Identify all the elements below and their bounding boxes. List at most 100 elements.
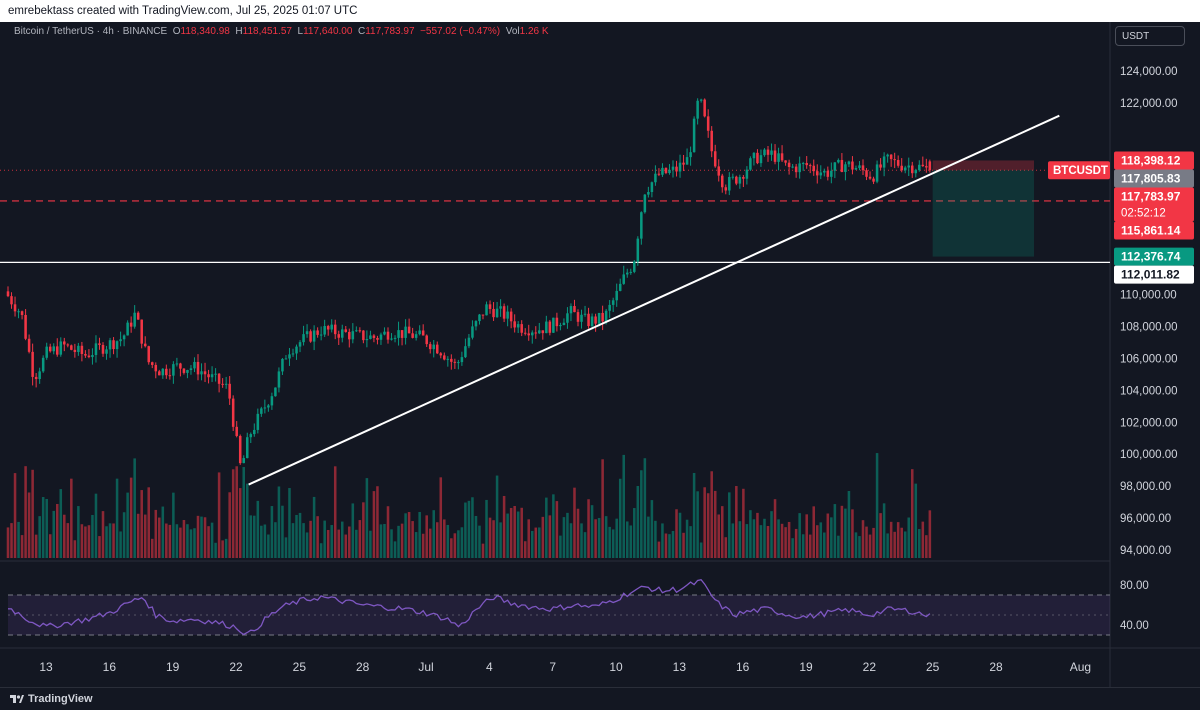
candle [242,455,246,464]
candle [590,313,594,330]
footer-brand[interactable]: TradingView [28,693,93,705]
price-label-box [1114,247,1194,266]
volume-bar [555,501,559,558]
price-axis: 124,000.00122,000.00114,000.00110,000.00… [1120,66,1178,632]
volume-bar [10,523,13,558]
candle-body [513,321,516,328]
volume-bar [566,512,569,558]
candle-body [925,166,928,168]
candle [70,344,73,351]
candle-body [545,321,548,334]
candle [309,329,312,343]
candle [305,324,309,338]
candle-body [471,326,474,338]
candle-body [566,313,569,323]
price-label: 117,805.83 [1114,169,1194,188]
volume-bar [780,523,784,558]
candle-body [168,375,172,377]
volume-bar [569,523,573,558]
time-tick-label: 4 [486,660,493,674]
candle [432,339,436,358]
volume-bar [362,502,365,558]
candle [872,176,875,185]
candle-body [302,334,305,343]
candle-body [573,306,576,313]
candle-body [780,153,784,161]
candle-body [298,342,302,347]
volume-bar [432,510,436,558]
candle [439,352,443,359]
volume-bar [309,520,312,558]
candle-body [678,162,682,172]
time-tick-label: 16 [103,660,117,674]
candle [316,327,319,338]
candle-body [38,371,41,380]
volume-bar [175,524,179,558]
candle [502,303,506,323]
candle-body [119,339,122,342]
volume-value: 1.26 K [519,26,549,37]
time-tick-label: 13 [673,660,687,674]
candle [506,305,509,327]
candle [333,319,337,340]
candle-body [833,162,837,171]
candle [921,156,925,167]
candle [854,165,858,170]
volume-bar [604,516,608,558]
candle-body [569,306,573,314]
time-tick-label: 16 [736,660,750,674]
volume-bar [689,526,692,558]
volume-bar [545,497,548,558]
price-tick-label: 100,000.00 [1120,449,1178,461]
volume-bar [664,533,668,558]
candle-body [435,344,439,354]
candle-body [840,159,844,172]
volume-bar [735,486,738,558]
chart-frame [0,22,1200,687]
volume-bar [696,491,699,558]
candle-body [235,426,238,436]
volume-bar [34,534,38,558]
candle-body [450,358,453,362]
time-tick-label: 10 [609,660,623,674]
volume-bar [435,522,439,558]
candle [523,328,527,336]
candle [168,368,172,380]
candle-body [823,170,826,173]
candle-body [126,322,129,336]
candle-body [576,312,580,322]
volume-bar [784,527,787,558]
candle-body [98,343,101,345]
currency-button[interactable]: USDT [1115,26,1185,46]
candle-body [288,354,291,359]
volume-bar [217,472,221,558]
volume-bar [326,530,330,558]
candle [492,302,495,321]
rsi-pane [7,578,1110,636]
candle-body [20,311,24,315]
volume-bar [439,477,443,558]
volume-bar [337,529,341,558]
symbol-tag-text: BTCUSDT [1053,165,1108,177]
candle-body [608,304,611,311]
candle [337,330,341,345]
volume-bar [478,525,481,558]
candle-body [664,167,668,174]
candle [235,421,238,438]
candle-body [805,163,808,166]
candle-body [527,333,531,336]
candle [358,327,362,333]
volume-bar [882,503,886,558]
volume-bar [847,490,851,558]
volume-bar [45,498,48,558]
volume-bar [298,512,302,558]
candle [918,160,921,172]
candle [453,358,457,369]
candle-body [59,341,63,355]
candle-body [541,330,545,334]
candle [189,365,193,375]
volume-bar [699,542,703,558]
candle-body [896,160,900,166]
volume-bar [77,506,80,558]
